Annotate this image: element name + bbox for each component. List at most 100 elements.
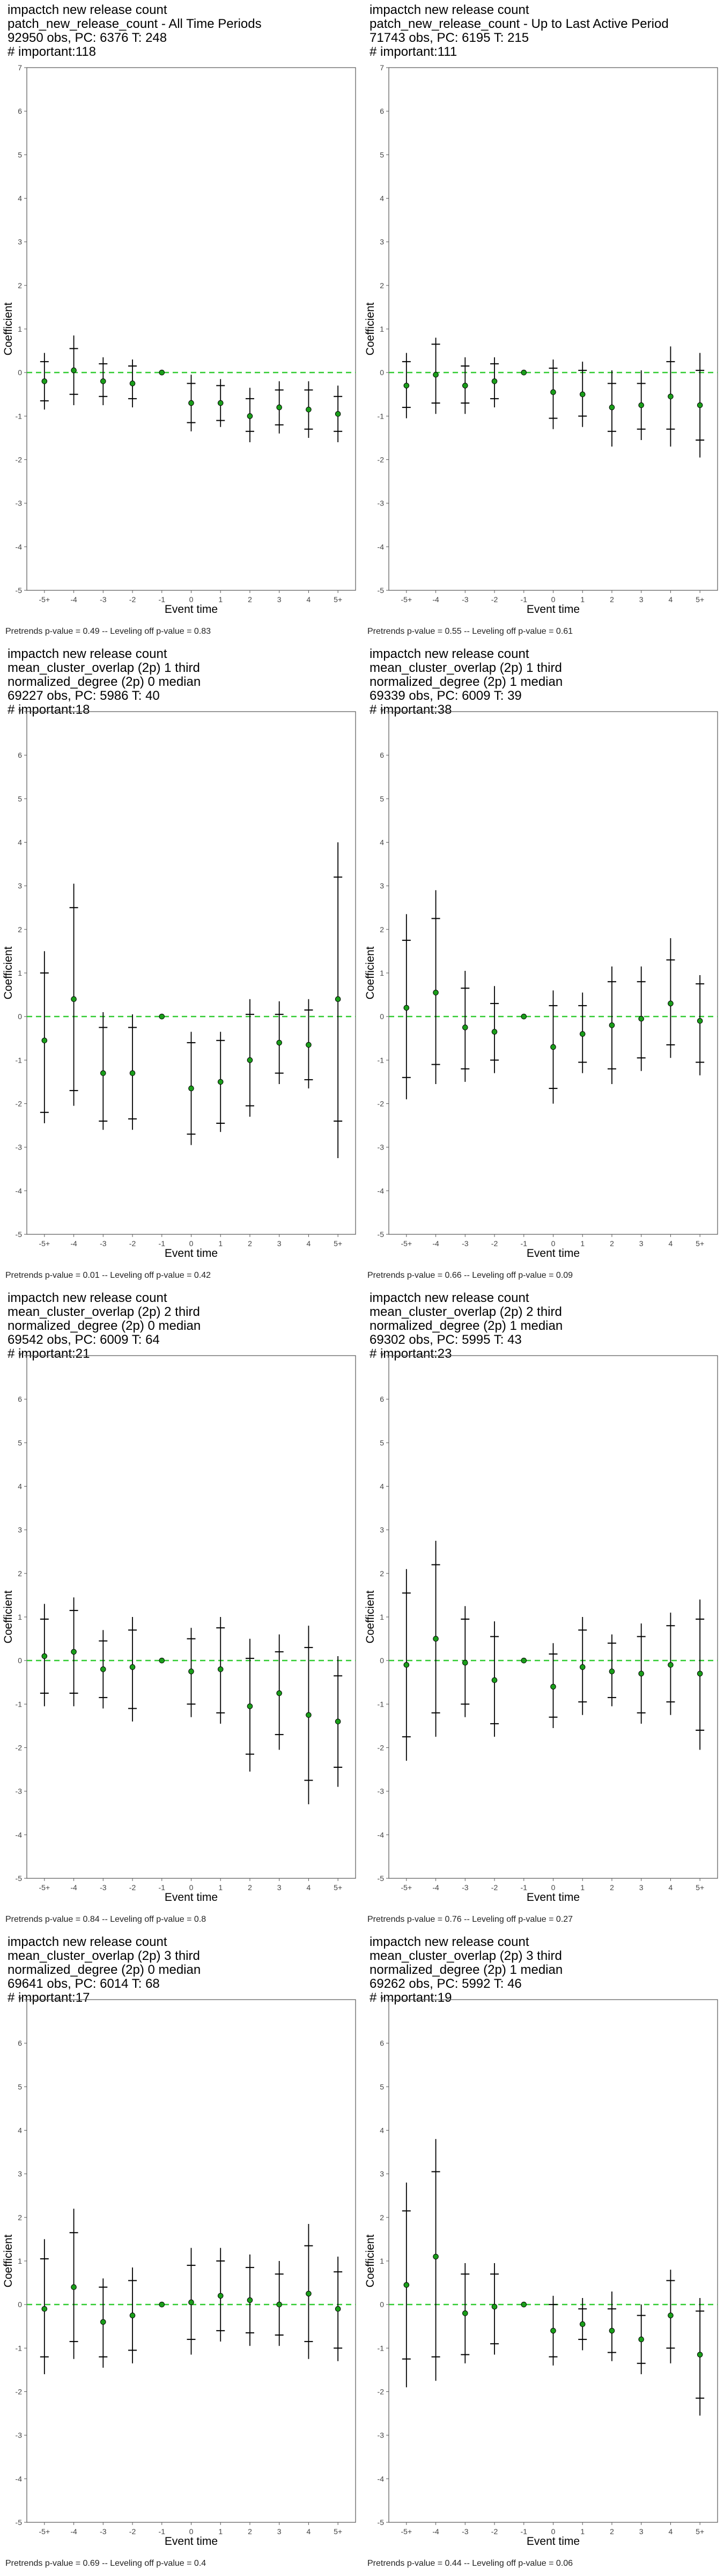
x-tick-label: 4 [669,2527,673,2536]
x-tick-label: -3 [100,595,107,604]
y-tick-label: -4 [16,543,23,551]
coefficient-point [638,1015,644,1022]
chart-title: impactch new release count mean_cluster_o… [370,1291,563,1361]
y-tick-label: 3 [380,238,384,246]
y-tick-label: -2 [16,456,23,464]
y-tick-label: -1 [16,2344,23,2352]
chart-panel: impactch new release count patch_new_rele… [362,0,724,644]
coefficient-point [521,2301,527,2308]
coefficient-point [697,2352,703,2358]
y-tick-label: 4 [380,2126,384,2135]
coefficient-point [188,400,194,406]
y-tick-label: 3 [380,1526,384,1534]
y-tick-label: 2 [380,281,384,290]
x-tick-label: -5+ [39,595,50,604]
y-tick-label: 7 [18,63,22,72]
chart-title-line: mean_cluster_overlap (2p) 2 third [8,1305,200,1319]
x-tick-label: 4 [307,595,311,604]
chart-title-line: normalized_degree (2p) 1 median [370,1963,563,1977]
y-tick-label: 4 [380,1482,384,1491]
coefficient-point [159,369,165,376]
x-tick-label: -3 [100,1883,107,1892]
y-tick-label: 1 [380,2257,384,2265]
y-tick-label: 4 [18,194,22,203]
x-tick-label: -5+ [39,1239,50,1248]
y-axis-label: Coefficient [2,2234,14,2287]
chart-title-line: mean_cluster_overlap (2p) 3 third [370,1949,562,1963]
y-tick-label: -3 [378,2431,385,2440]
x-tick-label: -1 [159,1883,166,1892]
x-tick-label: -1 [521,1239,528,1248]
chart-title-line: # important:38 [370,702,452,717]
y-tick-label: 5 [18,2082,22,2091]
y-tick-label: 3 [18,1526,22,1534]
y-tick-label: 6 [380,2039,384,2047]
y-tick-label: 1 [380,969,384,977]
y-tick-label: -3 [16,1143,23,1152]
coefficient-point [41,1653,48,1659]
coefficient-point [276,1690,282,1696]
chart-title-line: # important:21 [8,1346,90,1361]
y-tick-label: 6 [380,1395,384,1403]
coefficient-point [188,2299,194,2306]
y-tick-label: 4 [18,1482,22,1491]
x-tick-label: -2 [491,1883,498,1892]
x-tick-label: -4 [70,1239,77,1248]
y-tick-label: -3 [378,1143,385,1152]
y-tick-label: 5 [380,794,384,803]
y-tick-label: 5 [18,150,22,159]
chart-title: impactch new release count patch_new_rele… [8,3,262,59]
x-tick-label: 4 [669,595,673,604]
y-tick-label: -1 [378,2344,385,2352]
y-tick-label: 2 [380,2213,384,2222]
coefficient-point [433,990,439,996]
x-tick-label: 2 [610,2527,614,2536]
coefficient-point [276,2301,282,2308]
x-tick-label: -1 [521,595,528,604]
x-tick-label: 3 [277,595,282,604]
y-tick-label: 6 [380,107,384,115]
x-tick-label: -4 [432,595,439,604]
event-study-plot: -5 -4 -3 -2 -1 0 1 2 3 4 5 6 7 -5+ -4 -3 -2 -1 0 1 2 3 4 5+ Even… [364,1995,718,2548]
chart-title-line: impactch new release count [8,647,167,661]
event-study-plot: -5 -4 -3 -2 -1 0 1 2 3 4 5 6 7 -5+ -4 -3 -2 -1 0 1 2 3 4 5+ Even… [2,1995,356,2548]
event-study-plot: -5 -4 -3 -2 -1 0 1 2 3 4 5 6 7 -5+ -4 -3 -2 -1 0 1 2 3 4 5+ Even… [364,63,718,616]
y-tick-label: -5 [16,1874,23,1883]
coefficient-point [217,400,224,406]
coefficient-point [247,1703,253,1709]
y-tick-label: -5 [16,2518,23,2527]
p-value-caption: Pretrends p-value = 0.84 -- Leveling off… [5,1915,206,1924]
coefficient-point [41,2306,48,2312]
y-tick-label: -2 [378,456,385,464]
chart-title-line: normalized_degree (2p) 0 median [8,1319,201,1333]
x-tick-label: 0 [551,1883,556,1892]
coefficient-point [188,1085,194,1092]
coefficient-point [433,371,439,378]
x-axis-label: Event time [527,1891,580,1904]
chart-title-line: impactch new release count [370,1935,529,1949]
y-tick-label: 6 [18,107,22,115]
chart-title-line: # important:118 [8,45,96,59]
chart-title: impactch new release count mean_cluster_o… [370,1935,563,2005]
x-tick-label: 5+ [334,595,342,604]
p-value-caption: Pretrends p-value = 0.44 -- Leveling off… [367,2559,573,2568]
x-tick-label: 2 [610,595,614,604]
x-tick-label: 1 [580,1883,585,1892]
y-tick-label: 3 [18,238,22,246]
x-tick-label: 4 [307,1239,311,1248]
coefficient-point [100,2319,106,2325]
x-tick-label: 2 [610,1883,614,1892]
y-tick-label: -3 [378,1787,385,1796]
event-study-plot: -5 -4 -3 -2 -1 0 1 2 3 4 5 6 7 -5+ -4 -3 -2 -1 0 1 2 3 4 5+ Even… [364,1351,718,1904]
x-tick-label: 3 [639,1239,644,1248]
coefficient-point [403,1005,410,1011]
x-tick-label: -5+ [401,595,412,604]
chart-panel: impactch new release count patch_new_rele… [0,0,362,644]
coefficient-point [306,1712,312,1718]
x-tick-label: -1 [159,2527,166,2536]
x-tick-label: -5+ [39,1883,50,1892]
chart-title-line: # important:19 [370,1990,452,2005]
chart-title-line: # important:17 [8,1990,90,2005]
coefficient-point [491,2303,498,2310]
chart-title-line: impactch new release count [8,1935,167,1949]
